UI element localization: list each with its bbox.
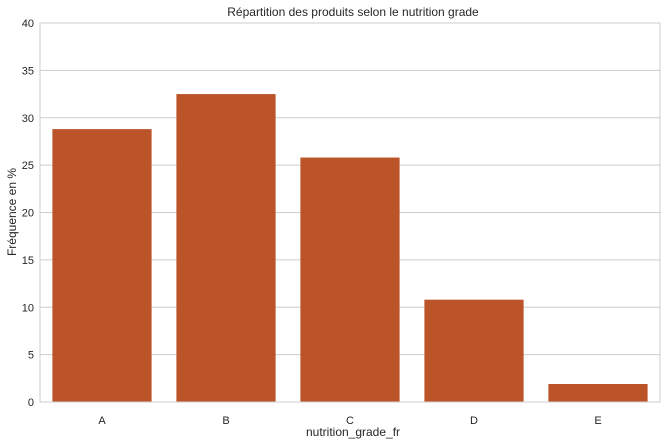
y-axis-label: Fréquence en %	[5, 168, 19, 256]
y-tick-label: 40	[22, 18, 34, 30]
bar-e	[548, 383, 648, 402]
x-tick-label: D	[470, 415, 478, 427]
x-tick-label: A	[98, 415, 106, 427]
y-tick-label: 0	[28, 397, 34, 409]
bar-d	[424, 299, 524, 402]
y-tick-label: 10	[22, 302, 34, 314]
x-tick-label: E	[594, 415, 601, 427]
x-tick-label: B	[222, 415, 229, 427]
bar-a	[52, 129, 152, 402]
y-tick-label: 15	[22, 255, 34, 267]
bars	[52, 94, 648, 402]
bar-b	[176, 94, 276, 402]
plot-frame	[39, 22, 661, 403]
y-tick-label: 20	[22, 208, 34, 220]
x-axis-ticks: A B C D E	[98, 415, 601, 427]
x-tick-label: C	[346, 415, 354, 427]
y-axis-ticks: 0 5 10 15 20 25 30 35 40	[22, 18, 34, 409]
y-tick-label: 25	[22, 160, 34, 172]
x-axis-label: nutrition_grade_fr	[306, 425, 400, 439]
y-tick-label: 35	[22, 65, 34, 77]
y-tick-label: 30	[22, 113, 34, 125]
y-tick-label: 5	[28, 350, 34, 362]
bar-c	[300, 157, 400, 402]
chart-title: Répartition des produits selon le nutrit…	[227, 5, 479, 19]
